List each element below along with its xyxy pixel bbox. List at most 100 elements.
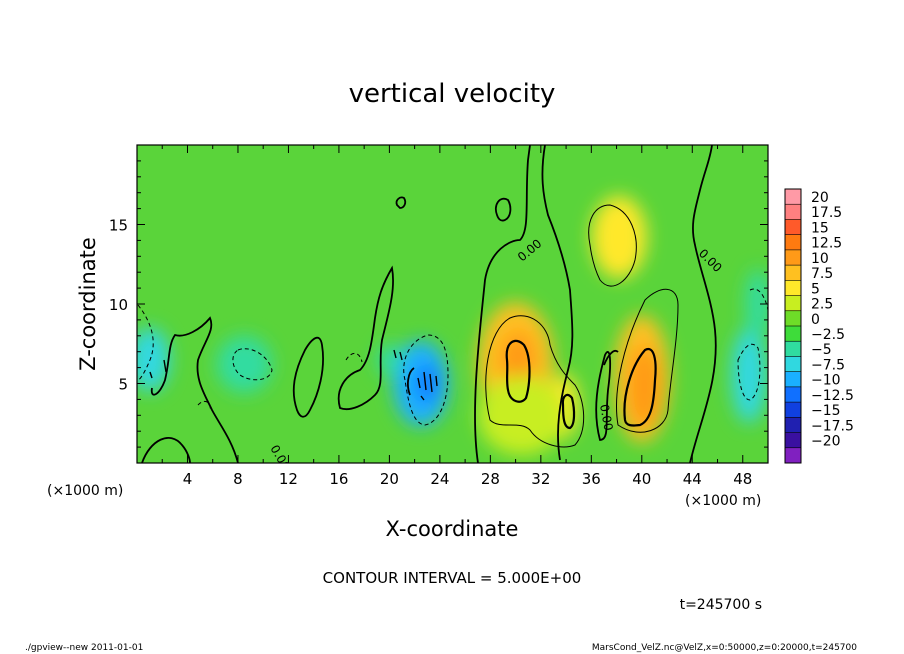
zero-contours: [141, 145, 717, 463]
colorbar-swatch: [785, 356, 801, 372]
colorbar-label: −5: [811, 342, 832, 358]
colorbar-label: −2.5: [811, 327, 845, 343]
colorbar-label: 15: [811, 220, 829, 236]
colorbar-swatch: [785, 280, 801, 296]
positive-contours: [485, 204, 679, 448]
x-unit-right: (×1000 m): [685, 493, 761, 509]
contour-line: [541, 145, 574, 461]
colorbar-label: 0: [811, 312, 820, 328]
colorbar-swatch: [785, 386, 801, 403]
colorbar-label: −12.5: [811, 388, 854, 404]
y-axis: 5 10 15: [109, 160, 768, 448]
contour-line: [689, 145, 717, 463]
colorbar-label: −10: [811, 373, 841, 389]
contour-interval-text: CONTOUR INTERVAL = 5.000E+00: [323, 569, 582, 587]
colorbar-label: 12.5: [811, 236, 842, 252]
colorbar-swatch: [785, 447, 801, 463]
x-axis-label: X-coordinate: [386, 517, 519, 541]
contour-line: [737, 343, 761, 401]
contour-line: [393, 349, 403, 361]
contour-line: [495, 197, 512, 222]
field-blobs: [137, 195, 768, 456]
contour-line: [417, 371, 438, 401]
colorbar-swatch: [785, 326, 801, 342]
x-unit-left: (×1000 m): [47, 483, 123, 499]
contour-line: [292, 336, 324, 418]
contour-line: [603, 350, 619, 366]
colorbar-label: 5: [811, 281, 820, 297]
colorbar-label: 20: [811, 190, 829, 206]
field-blob: [137, 327, 170, 392]
negative-core-marks: [149, 349, 438, 401]
colorbar-swatch: [785, 249, 801, 266]
y-axis-label: Z-coordinate: [76, 237, 100, 371]
colorbar-swatch: [785, 402, 801, 418]
field-blob: [745, 269, 768, 339]
contour-line: [150, 316, 239, 463]
x-tick-label: 28: [481, 470, 500, 488]
colorbar-label: −7.5: [811, 357, 845, 373]
contour-line: [623, 347, 657, 427]
contour-line: [616, 288, 679, 433]
colorbar-swatch: [785, 310, 801, 326]
field-blob: [417, 364, 438, 403]
contour-line: [141, 436, 191, 463]
field-background: [137, 145, 768, 463]
colorbar-label: −15: [811, 403, 841, 419]
contour-line: [407, 367, 415, 396]
colorbar-swatch: [785, 265, 801, 281]
x-tick-label: 8: [233, 470, 243, 488]
footer-right: MarsCond_VelZ.nc@VelZ,x=0:50000,z=0:2000…: [592, 643, 857, 653]
time-text: t=245700 s: [680, 597, 762, 613]
chart-title: vertical velocity: [349, 79, 556, 109]
contour-line: [595, 351, 612, 441]
contour-line: [149, 359, 167, 379]
contour-line: [485, 315, 585, 448]
colorbar-swatch: [785, 371, 801, 387]
field-blob: [627, 345, 661, 429]
colorbar-swatch: [785, 417, 801, 433]
contour-line: [395, 196, 407, 209]
colorbar-label: 17.5: [811, 205, 842, 221]
x-tick-label: 12: [279, 470, 298, 488]
contour-line: [137, 304, 154, 381]
colorbar: 2017.51512.5107.552.50−2.5−5−7.5−10−12.5…: [784, 188, 854, 464]
contour-line: [474, 145, 531, 463]
contour-line: [345, 353, 363, 363]
y-tick-label: 5: [118, 376, 128, 394]
contour-line: [197, 400, 211, 411]
contour-line: [561, 393, 576, 430]
negative-contours: [137, 288, 768, 426]
contour-line: [749, 288, 768, 311]
x-tick-label: 4: [183, 470, 193, 488]
y-tick-label: 10: [109, 296, 128, 314]
colorbar-label: 10: [811, 251, 829, 267]
x-tick-label: 16: [329, 470, 348, 488]
colorbar-label: −17.5: [811, 418, 854, 434]
colorbar-swatch: [785, 204, 801, 220]
contour-line: [588, 204, 637, 287]
field-blob: [591, 195, 647, 279]
contour-label: 0.00: [597, 403, 615, 432]
colorbar-label: 7.5: [811, 266, 833, 282]
colorbar-swatch: [785, 432, 801, 448]
plot-area: 0.00 0.00 0.00 0.00: [137, 145, 768, 463]
colorbar-swatch: [785, 234, 801, 250]
colorbar-swatch: [785, 341, 801, 357]
colorbar-swatch: [785, 219, 801, 235]
strong-contours: [505, 339, 657, 430]
field-blob: [477, 375, 567, 456]
colorbar-label: −20: [811, 434, 841, 450]
x-tick-label: 36: [582, 470, 601, 488]
field-blob: [216, 335, 273, 394]
x-axis: 4 8 12 16 20 24 28 32 36 40 44 48: [161, 145, 752, 488]
colorbar-swatch: [785, 295, 801, 311]
x-tick-label: 20: [380, 470, 399, 488]
x-tick-label: 32: [531, 470, 550, 488]
field-blob: [731, 327, 767, 424]
x-tick-label: 40: [632, 470, 651, 488]
colorbar-swatch: [785, 189, 801, 205]
y-tick-label: 15: [109, 217, 128, 235]
contour-line: [505, 339, 531, 403]
footer-left: ./gpview--new 2011-01-01: [25, 643, 143, 653]
